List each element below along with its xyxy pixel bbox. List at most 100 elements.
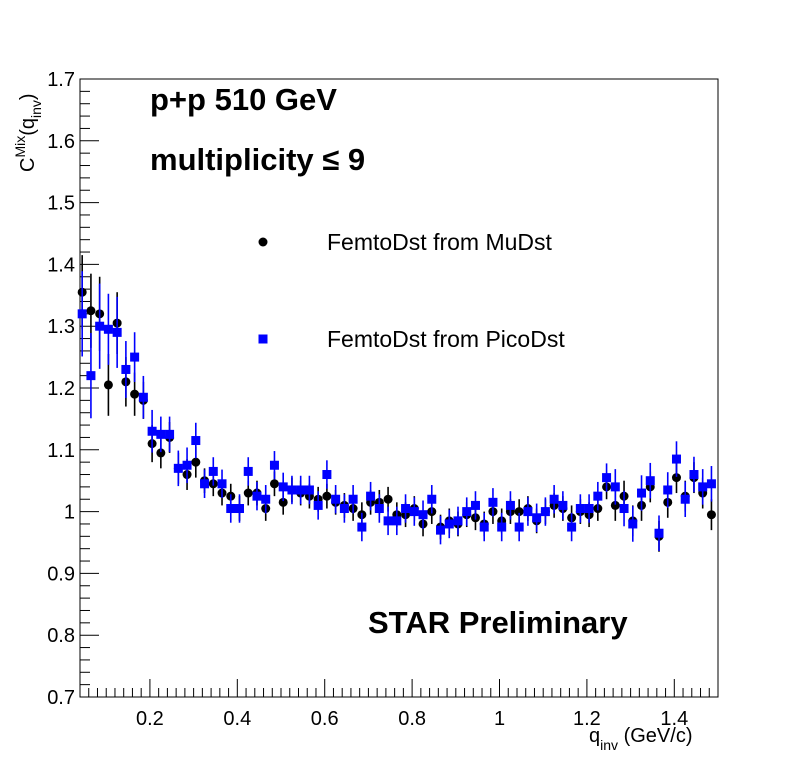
data-point-picodst	[147, 426, 157, 436]
data-point-picodst	[540, 507, 550, 517]
data-point-mudst	[130, 389, 140, 399]
data-point-picodst	[444, 519, 454, 529]
data-point-picodst	[278, 482, 288, 492]
data-point-mudst	[278, 497, 288, 507]
data-point-picodst	[645, 476, 655, 486]
y-tick-label: 1.7	[47, 69, 75, 91]
y-axis-title-sup: Mix	[12, 136, 28, 158]
data-point-picodst	[663, 485, 673, 495]
data-point-picodst	[313, 500, 323, 510]
data-point-picodst	[680, 494, 690, 504]
data-point-picodst	[287, 485, 297, 495]
x-tick-label: 0.6	[311, 708, 339, 730]
legend: FemtoDst from MuDst FemtoDst from PicoDs…	[258, 229, 565, 352]
data-point-picodst	[698, 482, 708, 492]
data-point-mudst	[86, 306, 96, 316]
data-point-picodst	[470, 500, 480, 510]
data-point-picodst	[383, 516, 393, 526]
title-line-2: multiplicity ≤ 9	[150, 142, 365, 177]
data-point-picodst	[514, 522, 524, 532]
data-point-mudst	[191, 457, 201, 467]
data-point-picodst	[479, 522, 489, 532]
data-point-mudst	[610, 500, 620, 510]
data-point-picodst	[610, 482, 620, 492]
data-point-picodst	[243, 466, 253, 476]
data-point-picodst	[584, 504, 594, 514]
data-point-mudst	[322, 491, 332, 501]
x-axis-title-sub: inv	[600, 737, 618, 753]
data-point-picodst	[427, 494, 437, 504]
data-point-picodst	[436, 525, 446, 535]
data-point-picodst	[366, 491, 376, 501]
data-point-picodst	[269, 460, 279, 470]
data-point-picodst	[200, 479, 210, 489]
y-axis-title-arg-open: (q	[17, 118, 39, 136]
data-point-picodst	[706, 479, 716, 489]
y-tick-label: 1.4	[47, 254, 75, 276]
data-point-picodst	[112, 327, 122, 337]
y-tick-label: 1.3	[47, 316, 75, 338]
data-point-picodst	[575, 504, 585, 514]
data-point-picodst	[217, 479, 227, 489]
data-point-picodst	[296, 485, 306, 495]
data-point-picodst	[671, 454, 681, 464]
data-point-picodst	[488, 497, 498, 507]
data-point-mudst	[243, 488, 253, 498]
x-tick-label: 0.2	[136, 708, 164, 730]
series-layer	[77, 255, 716, 552]
data-point-picodst	[348, 494, 358, 504]
data-point-picodst	[121, 364, 131, 374]
star-preliminary-label: STAR Preliminary	[368, 605, 628, 640]
data-point-picodst	[602, 473, 612, 483]
title-line-1: p+p 510 GeV	[150, 82, 337, 117]
data-point-picodst	[567, 522, 577, 532]
y-axis: 0.7 0.8 0.9 1 1.1 1.2 1.3 1.4 1.5 1.6 1.7	[47, 69, 99, 709]
y-tick-label: 1.6	[47, 131, 75, 153]
y-tick-label: 1.5	[47, 193, 75, 215]
data-point-picodst	[322, 470, 332, 480]
y-tick-label: 0.7	[47, 687, 75, 709]
data-point-picodst	[95, 321, 105, 331]
data-point-picodst	[392, 516, 402, 526]
legend-marker-picodst	[258, 334, 268, 344]
data-point-mudst	[706, 510, 716, 520]
x-tick-label: 1.2	[573, 708, 601, 730]
data-point-picodst	[182, 460, 192, 470]
data-point-picodst	[523, 507, 533, 517]
data-point-picodst	[208, 466, 218, 476]
x-tick-label: 1	[494, 708, 505, 730]
data-point-picodst	[235, 504, 244, 514]
legend-label-picodst: FemtoDst from PicoDst	[327, 326, 565, 352]
data-point-mudst	[103, 380, 113, 390]
y-tick-label: 1	[64, 502, 75, 524]
data-point-picodst	[689, 470, 699, 480]
data-point-picodst	[619, 504, 629, 514]
data-point-picodst	[165, 429, 175, 439]
y-axis-title: CMix(qinv)	[12, 93, 44, 172]
data-point-mudst	[156, 448, 166, 458]
data-point-picodst	[593, 491, 603, 501]
data-point-mudst	[269, 479, 279, 489]
data-point-mudst	[383, 494, 393, 504]
data-point-picodst	[252, 491, 262, 501]
data-point-picodst	[628, 519, 638, 529]
data-point-picodst	[103, 324, 113, 334]
data-point-picodst	[549, 494, 559, 504]
y-tick-label: 1.1	[47, 440, 75, 462]
data-point-picodst	[654, 528, 664, 538]
data-point-picodst	[637, 488, 647, 498]
data-point-picodst	[191, 436, 201, 446]
y-axis-title-main: C	[17, 158, 39, 172]
x-tick-label: 1.4	[660, 708, 688, 730]
data-point-mudst	[671, 473, 681, 483]
data-point-picodst	[401, 504, 411, 514]
legend-marker-mudst	[258, 237, 268, 247]
series-picodst	[77, 271, 716, 551]
data-point-picodst	[532, 513, 542, 523]
y-axis-title-arg-close: )	[17, 93, 39, 100]
y-tick-label: 1.2	[47, 378, 75, 400]
data-point-picodst	[453, 516, 463, 526]
y-axis-title-arg-sub: inv	[28, 100, 44, 118]
data-point-picodst	[357, 522, 367, 532]
